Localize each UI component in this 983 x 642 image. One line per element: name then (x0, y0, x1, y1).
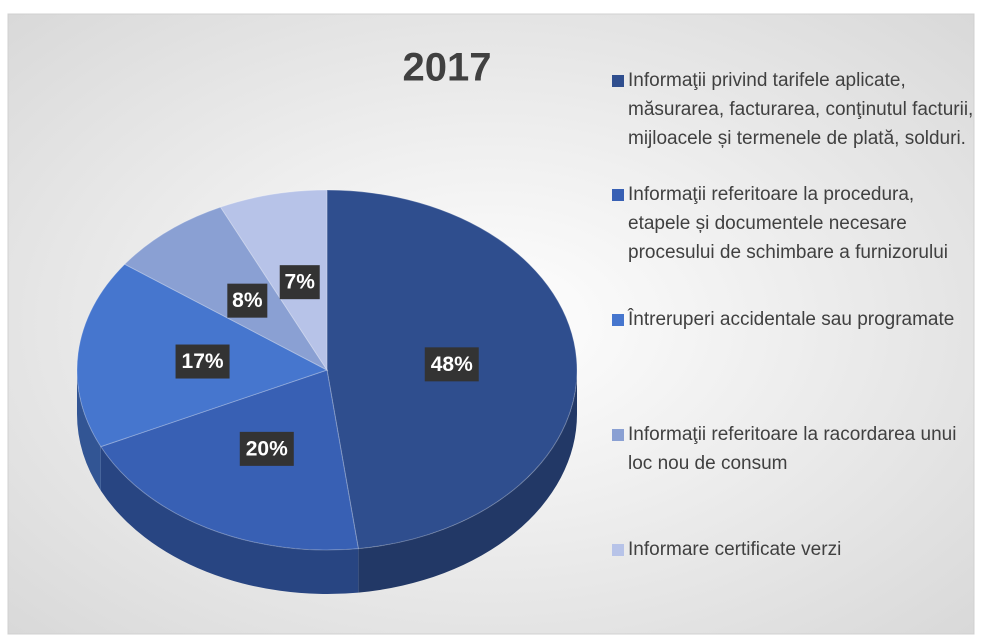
legend-label: Informare certificate verzi (628, 539, 842, 560)
data-label-box (175, 344, 230, 379)
legend-label: Întreruperi accidentale sau programate (628, 309, 955, 330)
legend-swatch (612, 314, 624, 326)
legend-entry: Informare certificate verzi (612, 535, 974, 564)
pie-slice (219, 189, 328, 372)
data-label-box (239, 431, 294, 466)
data-label-box (227, 283, 268, 318)
legend-swatch (612, 75, 624, 87)
pie-slice-side (77, 370, 101, 491)
pie-slice-side (100, 446, 359, 594)
data-label: 17% (182, 350, 224, 373)
pie-slice-side (358, 370, 577, 593)
legend-entry: Informaţii referitoare la racordarea unu… (612, 420, 974, 478)
legend-entry: Informaţii referitoare la procedura, eta… (612, 180, 974, 267)
chart-title: 2017 (403, 46, 492, 90)
data-label: 20% (246, 437, 288, 460)
legend-entry: Întreruperi accidentale sau programate (612, 305, 974, 334)
data-label-box (424, 347, 479, 382)
legend-entry: Informaţii privind tarifele aplicate, mă… (612, 66, 974, 153)
legend-swatch (612, 429, 624, 441)
pie-slice (100, 369, 359, 551)
legend-label: Informaţii referitoare la procedura, eta… (628, 184, 948, 263)
legend-swatch (612, 544, 624, 556)
data-label: 7% (285, 271, 316, 294)
data-label: 48% (431, 353, 473, 376)
pie-slice (123, 206, 329, 372)
legend-label: Informaţii privind tarifele aplicate, mă… (628, 70, 974, 149)
legend-swatch (612, 189, 624, 201)
legend-label: Informaţii referitoare la racordarea unu… (628, 424, 957, 474)
data-label-box (279, 265, 320, 300)
data-label: 8% (232, 289, 263, 312)
